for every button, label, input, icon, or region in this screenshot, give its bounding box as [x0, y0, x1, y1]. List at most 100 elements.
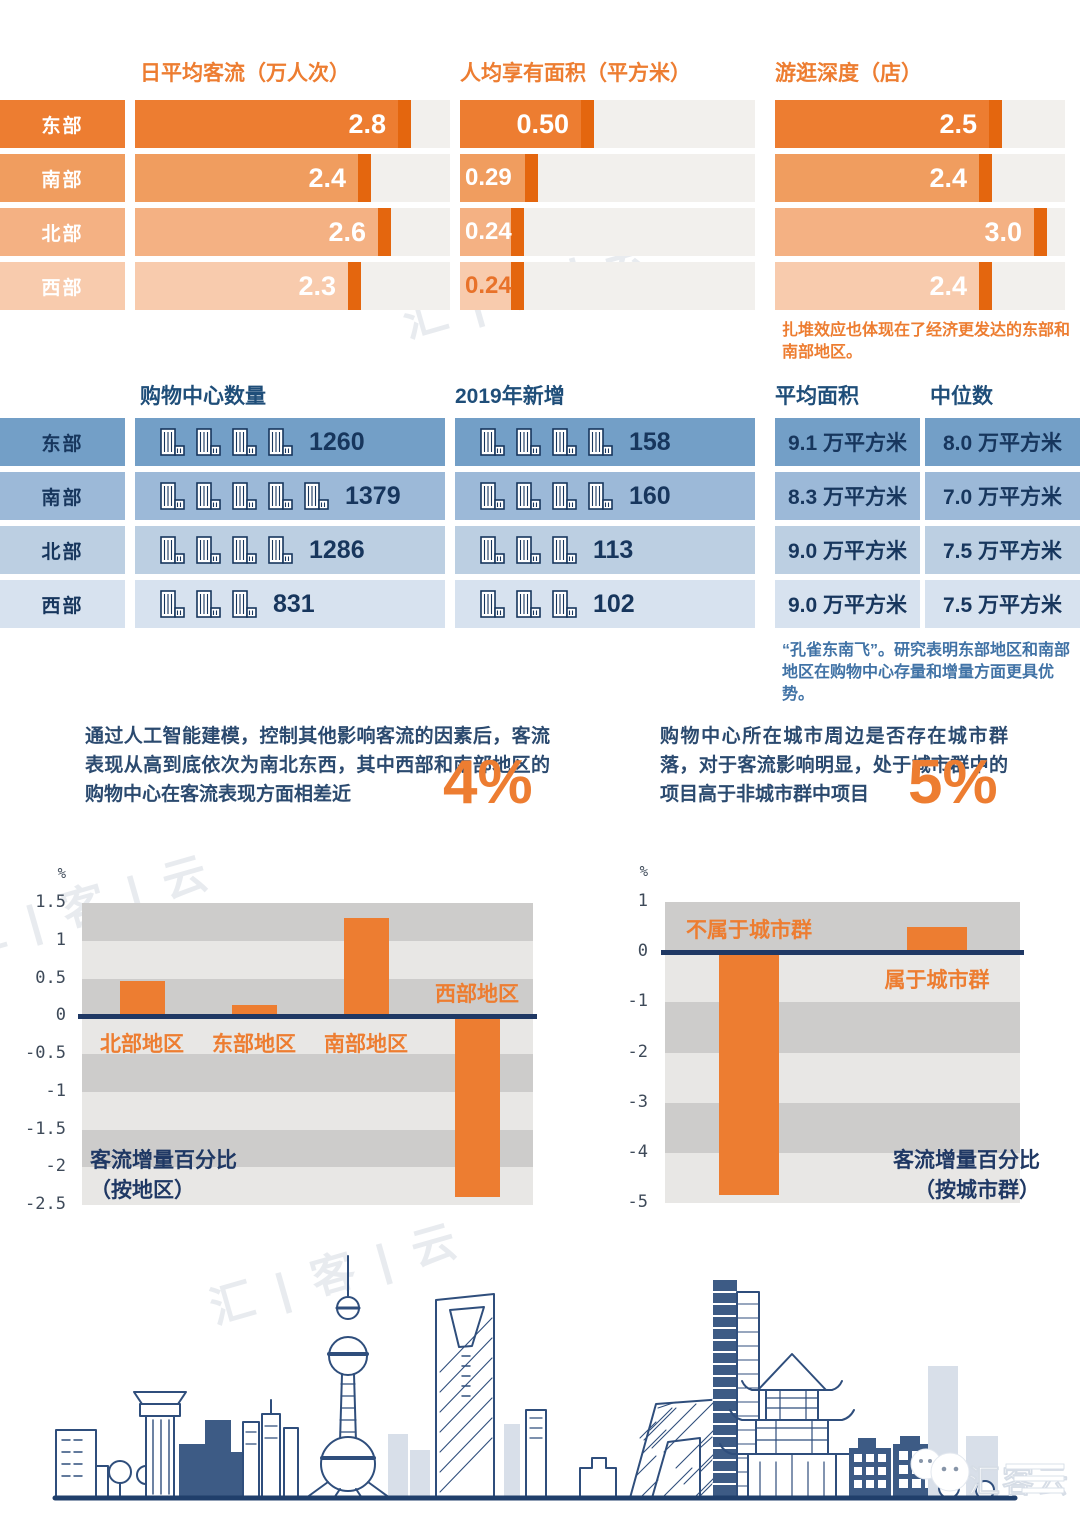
table-region-label: 北部	[41, 541, 84, 563]
y-tick-label: -4	[627, 1141, 648, 1162]
region-label: 南部	[41, 169, 84, 191]
region-label: 东部	[41, 115, 84, 137]
median-cell: 7.5 万平方米	[925, 580, 1080, 628]
ai-model-paragraph: 通过人工智能建模，控制其他影响客流的因素后，客流表现从高到底依次为南北东西，其中…	[85, 726, 550, 805]
table-cell-value: 160	[629, 481, 671, 510]
bar-fill: 2.4	[775, 154, 992, 202]
building-icon	[232, 536, 257, 564]
building-icon	[516, 428, 541, 456]
bar	[719, 952, 779, 1196]
building-icon	[480, 482, 505, 510]
bar-track: 0.29	[460, 154, 755, 202]
bar-fill: 2.5	[775, 100, 1002, 148]
bar-value: 0.50	[516, 109, 569, 139]
bar-fill: 0.29	[460, 154, 538, 202]
bar-cap	[378, 208, 391, 256]
zero-axis-line	[78, 1013, 537, 1019]
bar	[907, 927, 967, 953]
avg-area-cell: 9.0 万平方米	[775, 526, 920, 574]
building-icon	[480, 428, 505, 456]
building-icon	[196, 482, 221, 510]
bar-track: 2.3	[135, 262, 450, 310]
avg-area-cell: 9.0 万平方米	[775, 580, 920, 628]
bar-label: 不属于城市群	[686, 919, 812, 943]
peacock-note: “孔雀东南飞”。研究表明东部地区和南部地区在购物中心存量和增量方面更具优势。	[782, 642, 1071, 703]
bar-cap	[348, 262, 361, 310]
building-icon	[196, 590, 221, 618]
building-icon	[552, 428, 577, 456]
building-icon	[232, 590, 257, 618]
building-icon	[160, 428, 185, 456]
bar-fill: 2.4	[775, 262, 992, 310]
table-cell-value: 9.0 万平方米	[787, 594, 908, 617]
cluster-effect-note: 扎堆效应也体现在了经济更发达的东部和南部地区。	[782, 322, 1071, 361]
bar-track: 0.50	[460, 100, 755, 148]
table-header-new-2019: 2019年新增	[455, 385, 565, 408]
city-cluster-paragraph: 购物中心所在城市周边是否存在城市群落，对于客流影响明显，处于城市群中的项目高于非…	[660, 726, 1008, 805]
region-label-block: 北部	[0, 208, 125, 256]
median-cell: 7.5 万平方米	[925, 526, 1080, 574]
bar-value: 0.29	[465, 164, 512, 191]
new-2019-cell: 160	[455, 472, 755, 520]
bar-fill: 2.8	[135, 100, 411, 148]
chart-caption-line: 客流增量百分比	[893, 1149, 1040, 1172]
bar-track: 3.0	[775, 208, 1065, 256]
bar-cap	[358, 154, 371, 202]
bar-track: 2.8	[135, 100, 450, 148]
building-icon	[552, 482, 577, 510]
table-cell-value: 7.0 万平方米	[942, 486, 1063, 509]
avg-area-cell: 8.3 万平方米	[775, 472, 920, 520]
bar-cap	[525, 154, 538, 202]
bar-track: 2.5	[775, 100, 1065, 148]
bar-label: 属于城市群	[884, 969, 990, 993]
y-tick-label: 1	[55, 929, 66, 950]
y-tick-label: -2	[45, 1156, 66, 1177]
building-icon	[196, 428, 221, 456]
chart-title-daily-traffic: 日平均客流（万人次）	[140, 62, 350, 85]
table-cell-value: 113	[593, 535, 634, 564]
four-percent-figure: 4%	[443, 748, 533, 817]
new-2019-cell: 158	[455, 418, 755, 466]
median-cell: 7.0 万平方米	[925, 472, 1080, 520]
bar-cap	[979, 154, 992, 202]
bar-cap	[511, 208, 524, 256]
bar	[454, 1016, 500, 1198]
y-tick-label: -2.5	[25, 1194, 66, 1214]
logo-watermark: 汇客云	[910, 1448, 1068, 1499]
y-tick-label: -1	[627, 991, 648, 1012]
bar-cap	[979, 262, 992, 310]
table-header-mall-count: 购物中心数量	[140, 385, 266, 408]
bar-fill: 0.24	[460, 262, 524, 310]
bar-value: 0.24	[465, 218, 512, 245]
mall-count-cell: 1379	[135, 472, 445, 520]
table-cell-value: 1286	[309, 535, 365, 564]
skyline-illustration: 汇客云	[52, 1255, 1068, 1501]
building-icon	[232, 482, 257, 510]
building-icon	[552, 536, 577, 564]
grid-band	[82, 903, 533, 942]
table-cell-value: 1260	[309, 427, 365, 456]
bar	[119, 981, 165, 1017]
new-2019-cell: 102	[455, 580, 755, 628]
bar-label: 西部地区	[435, 983, 519, 1007]
table-cell-value: 8.3 万平方米	[787, 486, 908, 509]
building-icon	[268, 482, 293, 510]
building-icon	[588, 482, 613, 510]
table-region-block: 南部	[0, 472, 125, 520]
chart-caption-line: （按地区）	[90, 1179, 195, 1202]
y-tick-label: -5	[627, 1192, 648, 1212]
bar	[231, 1005, 277, 1017]
building-icon	[160, 536, 185, 564]
table-cell-value: 102	[593, 589, 635, 618]
y-axis-unit-label: %	[57, 866, 66, 882]
bar-cap	[511, 262, 524, 310]
bar-cap	[398, 100, 411, 148]
building-icon	[268, 428, 293, 456]
y-tick-label: -0.5	[25, 1043, 66, 1063]
grid-band	[82, 940, 533, 980]
region-label-block: 东部	[0, 100, 125, 148]
y-tick-label: 0	[637, 941, 648, 962]
mall-count-cell: 831	[135, 580, 445, 628]
bar-value: 2.6	[328, 217, 366, 247]
